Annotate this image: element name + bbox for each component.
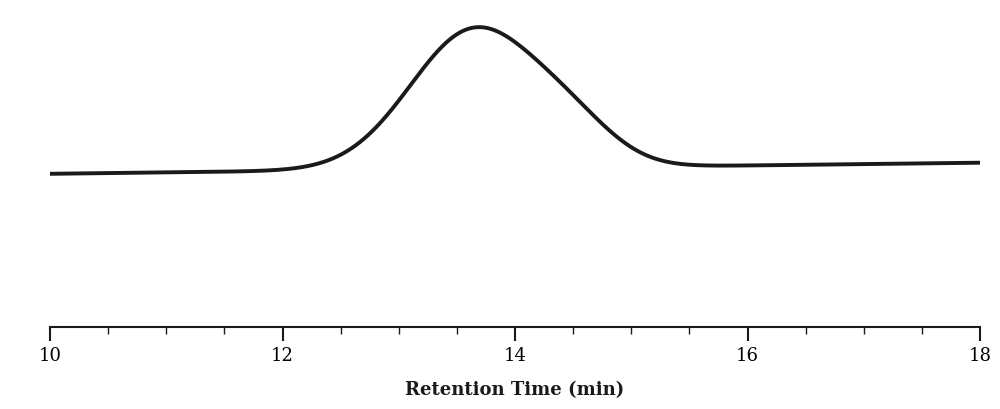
X-axis label: Retention Time (min): Retention Time (min)	[405, 380, 625, 398]
